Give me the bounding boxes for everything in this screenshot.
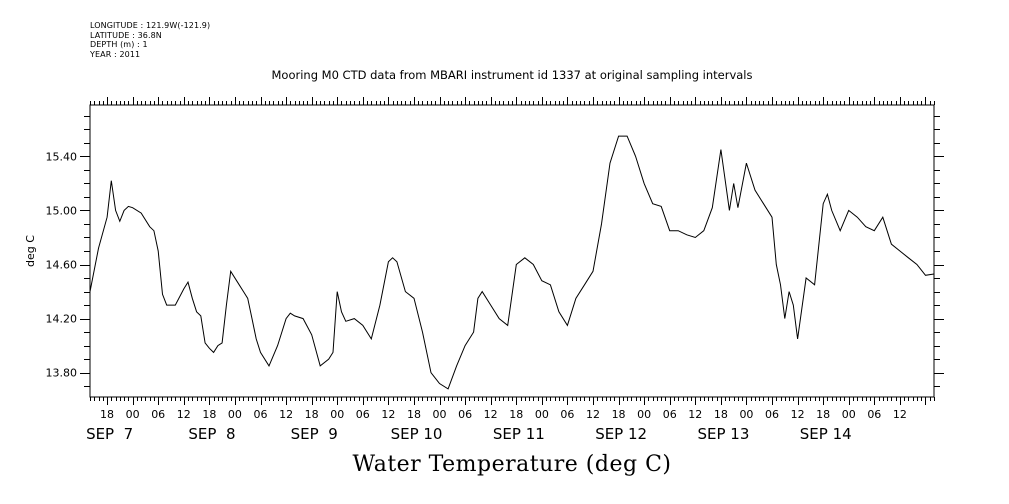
x-tick-label: 06	[458, 408, 472, 421]
x-tick-label: 18	[612, 408, 626, 421]
x-tick-label: 12	[893, 408, 907, 421]
x-day-label: SEP 13	[697, 425, 749, 443]
x-axis-label: Water Temperature (deg C)	[352, 452, 672, 477]
x-tick-label: 18	[100, 408, 114, 421]
x-tick-label: 18	[714, 408, 728, 421]
depth-text: DEPTH (m) : 1	[90, 40, 148, 49]
x-tick-label: 06	[254, 408, 268, 421]
y-tick-label: 14.60	[46, 259, 78, 272]
plot-frame	[89, 104, 935, 398]
x-tick-label: 00	[433, 408, 447, 421]
x-tick-label: 12	[484, 408, 498, 421]
year-text: YEAR : 2011	[90, 49, 141, 59]
x-day-label: SEP 9	[291, 425, 338, 443]
latitude-text: LATITUDE : 36.8N	[90, 30, 162, 40]
x-day-label: SEP 14	[800, 425, 852, 443]
y-ticks	[80, 116, 944, 387]
x-tick-labels: 18 00 06 12 18 00 06 12 18 00 06 12 18 00 06 12 18 00 06 12…	[100, 408, 907, 421]
y-tick-label: 14.20	[46, 313, 78, 326]
x-tick-label: 06	[560, 408, 574, 421]
x-tick-label: 06	[765, 408, 779, 421]
x-tick-label: 12	[586, 408, 600, 421]
x-day-label: SEP 11	[493, 425, 545, 443]
x-tick-label: 06	[356, 408, 370, 421]
x-day-label: SEP 12	[595, 425, 647, 443]
x-tick-label: 18	[509, 408, 523, 421]
y-tick-label: 13.80	[46, 367, 78, 380]
chart-title: Mooring M0 CTD data from MBARI instrumen…	[271, 68, 753, 82]
x-tick-label: 12	[381, 408, 395, 421]
x-day-label: SEP 7	[86, 425, 133, 443]
top-ticks	[90, 97, 935, 105]
x-tick-label: 00	[637, 408, 651, 421]
y-tick-label: 15.40	[46, 150, 78, 163]
x-tick-label: 00	[330, 408, 344, 421]
x-day-label: SEP 8	[188, 425, 235, 443]
x-tick-label: 12	[279, 408, 293, 421]
x-tick-label: 06	[867, 408, 881, 421]
x-day-label: SEP 10	[391, 425, 443, 443]
x-tick-label: 12	[688, 408, 702, 421]
x-tick-label: 18	[816, 408, 830, 421]
y-tick-labels: 13.80 14.20 14.60 15.00 15.40	[46, 150, 78, 379]
x-day-labels: SEP 7 SEP 8 SEP 9 SEP 10 SEP 11 SEP 12 SEP 13 S…	[86, 425, 852, 443]
x-tick-label: 00	[126, 408, 140, 421]
x-tick-label: 00	[739, 408, 753, 421]
x-tick-label: 18	[202, 408, 216, 421]
x-tick-label: 00	[535, 408, 549, 421]
x-tick-label: 00	[228, 408, 242, 421]
x-tick-label: 18	[305, 408, 319, 421]
x-tick-label: 06	[663, 408, 677, 421]
y-axis-label: deg C	[24, 235, 37, 267]
x-tick-label: 12	[177, 408, 191, 421]
longitude-text: LONGITUDE : 121.9W(-121.9)	[90, 21, 211, 30]
y-tick-label: 15.00	[46, 204, 78, 217]
x-tick-label: 00	[842, 408, 856, 421]
x-tick-label: 06	[151, 408, 165, 421]
chart: 13.80 14.20 14.60 15.00 15.40 18 00 06 12 18 00 06…	[24, 97, 944, 443]
temperature-line	[89, 135, 935, 390]
x-tick-label: 12	[791, 408, 805, 421]
metadata-block: LONGITUDE : 121.9W(-121.9) LATITUDE : 36…	[90, 21, 210, 59]
bottom-ticks	[90, 397, 935, 405]
x-tick-label: 18	[407, 408, 421, 421]
